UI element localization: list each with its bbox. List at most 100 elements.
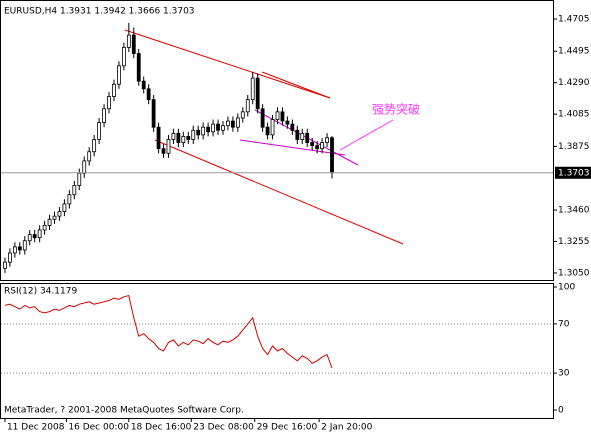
candle-body	[47, 218, 52, 226]
candle-body	[3, 261, 7, 269]
candle-body	[67, 194, 72, 205]
y-tick-label: 1.4290	[558, 78, 590, 88]
candle-body	[176, 132, 181, 143]
candle-body	[181, 135, 186, 143]
candle-body	[216, 123, 220, 131]
candle-body	[270, 119, 275, 136]
candle-body	[27, 234, 32, 242]
candle-body	[191, 129, 196, 140]
candle-body	[300, 132, 305, 140]
candle-body	[325, 137, 329, 143]
candle-body	[22, 240, 27, 251]
candle-body	[102, 108, 106, 123]
candle-body	[107, 96, 111, 110]
candle-body	[275, 111, 280, 120]
candle-body	[250, 77, 255, 100]
candle-body	[315, 145, 320, 150]
candle-body	[206, 126, 211, 133]
candle-body	[136, 53, 141, 82]
candle-body	[32, 234, 37, 239]
candle-body	[310, 142, 315, 147]
candle-body	[62, 203, 67, 212]
candle-body	[87, 151, 92, 162]
candle-body	[196, 129, 201, 136]
trend-line	[261, 71, 331, 99]
candle-body	[37, 229, 42, 239]
trend-line	[124, 29, 331, 99]
candle-body	[235, 117, 240, 128]
candle-body	[226, 120, 230, 127]
candle-body	[255, 77, 260, 110]
trend-line	[154, 139, 404, 245]
footer: MetaTrader, ? 2001-2008 MetaQuotes Softw…	[4, 406, 244, 416]
x-tick-label: 2 Jan 20:00	[321, 423, 373, 433]
y-tick-label: 70	[558, 319, 570, 329]
candle-body	[265, 126, 270, 136]
candle-body	[290, 123, 295, 131]
candle-body	[330, 137, 334, 174]
candle-body	[42, 224, 47, 231]
candle-body	[280, 111, 285, 122]
rsi-title: RSI(12) 34.1179	[4, 287, 77, 297]
y-tick-label: 1.4495	[558, 47, 590, 57]
candle-body	[305, 132, 310, 143]
candle-body	[112, 83, 116, 97]
candle-body	[171, 132, 176, 140]
x-tick-label: 23 Dec 08:00	[193, 423, 254, 433]
candle-body	[186, 135, 191, 140]
annotation-arrow	[339, 119, 394, 151]
candle-body	[240, 111, 245, 119]
candle-body	[221, 125, 225, 131]
candle-body	[260, 108, 265, 128]
candle-body	[52, 215, 57, 220]
candle-body	[72, 185, 77, 196]
candle-body	[211, 123, 215, 133]
candle-body	[97, 122, 102, 140]
candle-body	[8, 252, 12, 263]
current-price-box	[555, 166, 591, 179]
candle-body	[230, 120, 235, 128]
candle-body	[117, 65, 121, 85]
candle-body	[82, 160, 87, 174]
candle-body	[126, 34, 131, 48]
x-tick-label: 29 Dec 16:00	[257, 423, 318, 433]
y-tick-label: 30	[558, 369, 570, 379]
y-tick-label: 1.3875	[558, 142, 590, 152]
channel-line	[239, 139, 346, 156]
candle-body	[12, 246, 17, 254]
candle-body	[166, 139, 171, 154]
price-panel	[0, 0, 554, 281]
candle-body	[320, 142, 324, 150]
candle-body	[151, 99, 156, 128]
candle-body	[77, 172, 82, 186]
x-tick-label: 11 Dec 2008	[7, 423, 65, 433]
y-tick-label: 1.3255	[558, 237, 590, 247]
x-tick-label: 16 Dec 00:00	[68, 423, 129, 433]
y-tick-label: 100	[558, 283, 575, 293]
candle-body	[131, 34, 136, 54]
current-price-label: 1.3703	[558, 168, 590, 178]
rsi-line	[4, 294, 333, 369]
candle-body	[285, 120, 290, 125]
candle-body	[146, 88, 151, 100]
y-tick-label: 1.4085	[558, 110, 590, 120]
y-tick-label: 1.3050	[558, 268, 590, 278]
candle-body	[245, 99, 250, 113]
y-tick-label: 0	[558, 406, 564, 416]
y-tick-label: 1.3460	[558, 206, 590, 216]
x-tick-label: 18 Dec 16:00	[131, 423, 192, 433]
annotation: 强势突破	[372, 102, 420, 117]
candle-body	[161, 148, 166, 154]
trend-lines	[124, 29, 404, 245]
candle-body	[121, 47, 126, 67]
y-tick-label: 1.4705	[558, 15, 590, 25]
chart-title: EURUSD,H4 1.3931 1.3942 1.3666 1.3703	[4, 7, 195, 17]
candle-body	[295, 129, 300, 140]
candle-body	[156, 126, 161, 150]
candle-body	[141, 80, 146, 90]
candle-body	[57, 211, 62, 217]
candle-body	[17, 246, 22, 251]
candle-body	[201, 126, 206, 136]
candle-body	[92, 139, 97, 153]
